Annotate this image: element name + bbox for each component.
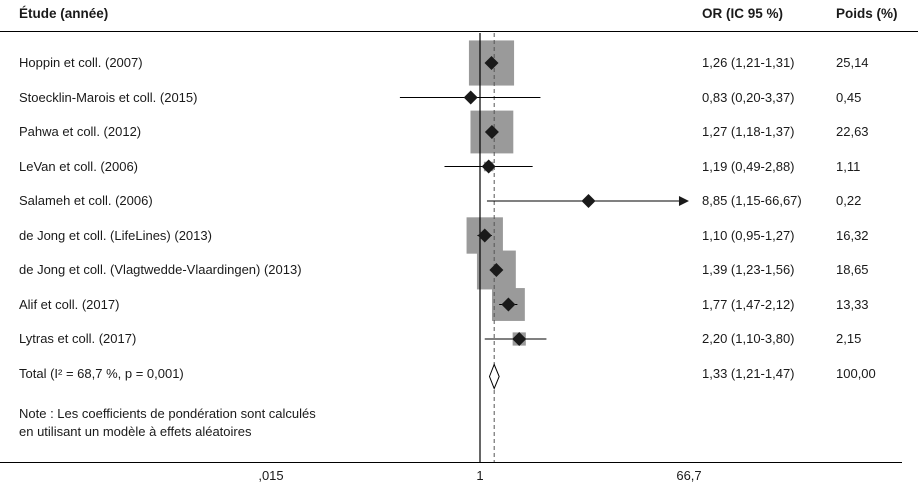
or-ci-value: 1,10 (0,95-1,27) — [702, 227, 795, 243]
point-estimate — [481, 159, 496, 174]
weight-value: 2,15 — [836, 331, 862, 346]
weight-value: 0,22 — [836, 193, 862, 208]
total-weight-value: 100,00 — [836, 365, 876, 381]
total-or-ci-value: 1,33 (1,21-1,47) — [702, 365, 795, 381]
study-label: de Jong et coll. (Vlagtwedde-Vlaardingen… — [19, 262, 302, 277]
note-line-2: en utilisant un modèle à effets aléatoir… — [19, 424, 252, 439]
weight-value: 0,45 — [836, 89, 862, 105]
study-label: Salameh et coll. (2006) — [19, 193, 153, 208]
point-estimate — [512, 332, 527, 346]
study-label: LeVan et coll. (2006) — [19, 158, 138, 174]
pooled-diamond — [488, 363, 500, 390]
study-label: Alif et coll. (2017) — [19, 296, 120, 312]
weight-value: 16,32 — [836, 227, 869, 243]
or-ci-value: 8,85 (1,15-66,67) — [702, 193, 802, 208]
weight-value: 13,33 — [836, 296, 869, 312]
column-header-or: OR (IC 95 %) — [702, 6, 784, 21]
point-estimate — [489, 263, 504, 277]
point-estimate — [501, 297, 516, 312]
or-ci-value: 1,77 (1,47-2,12) — [702, 296, 795, 312]
weights-note: Note : Les coefficients de pondération s… — [19, 405, 316, 441]
weight-value: 18,65 — [836, 262, 869, 277]
weight-value: 1,11 — [836, 158, 861, 174]
study-label: Hoppin et coll. (2007) — [19, 55, 143, 70]
or-ci-value: 0,83 (0,20-3,37) — [702, 89, 795, 105]
or-ci-value: 2,20 (1,10-3,80) — [702, 331, 795, 346]
or-ci-value: 1,27 (1,18-1,37) — [702, 124, 795, 139]
weight-value: 22,63 — [836, 124, 869, 139]
study-label: Lytras et coll. (2017) — [19, 331, 137, 346]
point-estimate — [477, 228, 492, 243]
study-label: Pahwa et coll. (2012) — [19, 124, 142, 139]
point-estimate — [484, 56, 499, 70]
or-ci-value: 1,39 (1,23-1,56) — [702, 262, 795, 277]
note-line-1: Note : Les coefficients de pondération s… — [19, 406, 316, 421]
total-label: Total (I² = 68,7 %, p = 0,001) — [19, 365, 184, 381]
axis-tick-label: ,015 — [258, 468, 284, 483]
study-label: Stoecklin-Marois et coll. (2015) — [19, 89, 198, 105]
ci-arrow — [678, 196, 689, 206]
or-ci-value: 1,19 (0,49-2,88) — [702, 158, 795, 174]
axis-line — [0, 462, 902, 463]
column-header-weight: Poids (%) — [836, 6, 898, 21]
point-estimate — [581, 194, 596, 208]
axis-tick-label: 66,7 — [676, 468, 702, 483]
point-estimate — [484, 125, 499, 139]
point-estimate — [463, 90, 478, 105]
study-label: de Jong et coll. (LifeLines) (2013) — [19, 227, 212, 243]
column-header-study: Étude (année) — [19, 6, 109, 21]
axis-tick-label: 1 — [476, 468, 484, 483]
or-ci-value: 1,26 (1,21-1,31) — [702, 55, 795, 70]
weight-value: 25,14 — [836, 55, 869, 70]
header-rule — [0, 31, 918, 32]
